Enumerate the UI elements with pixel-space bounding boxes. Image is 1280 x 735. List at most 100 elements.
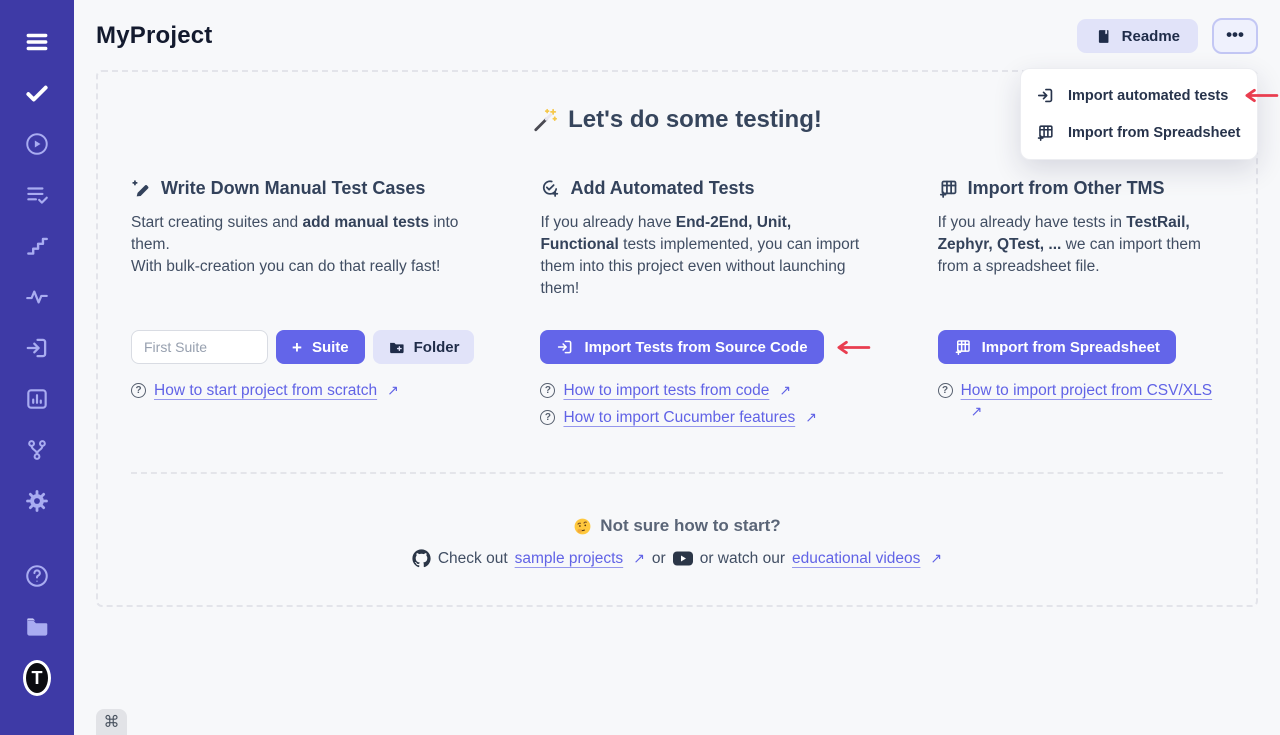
- text-run: Start creating suites and: [131, 214, 303, 231]
- folder-button-label: Folder: [413, 338, 460, 356]
- link-start-from-scratch[interactable]: How to start project from scratch ↗: [154, 380, 399, 401]
- link-educational-videos[interactable]: educational videos ↗: [792, 550, 942, 568]
- hamburger-icon: [26, 33, 48, 51]
- github-icon: [412, 549, 431, 568]
- sidebar-item-branches[interactable]: [23, 436, 51, 464]
- sidebar-item-projects[interactable]: [23, 613, 51, 641]
- logo-icon: T: [23, 660, 51, 696]
- command-shortcut-badge[interactable]: ⌘: [96, 709, 127, 735]
- dashed-divider: [131, 472, 1223, 474]
- column-title: Import from Other TMS: [967, 178, 1165, 198]
- menu-item-label: Import automated tests: [1068, 87, 1229, 104]
- howto-row: ? How to import Cucumber features ↗: [540, 407, 871, 428]
- import-icon: [1037, 88, 1053, 103]
- column-automated-tests: Add Automated Tests If you already have …: [540, 178, 871, 436]
- external-link-icon: ↗: [970, 403, 983, 419]
- not-sure-title-text: Not sure how to start?: [600, 516, 781, 535]
- onboarding-panel: Let's do some testing! Write Down Manual…: [96, 70, 1258, 607]
- gear-icon: [26, 490, 48, 512]
- pencil-sparkle-icon: [132, 180, 149, 197]
- link-import-tests-from-code[interactable]: How to import tests from code ↗: [563, 380, 791, 401]
- sidebar-item-analytics[interactable]: [23, 385, 51, 413]
- hero-title: Let's do some testing!: [131, 106, 1223, 134]
- external-link-icon: ↗: [633, 549, 645, 566]
- book-icon: [1098, 29, 1109, 43]
- suite-button-label: Suite: [311, 338, 349, 356]
- external-link-icon: ↗: [805, 409, 817, 425]
- text-run: we can import them from a spreadsheet fi…: [937, 236, 1201, 275]
- link-label: How to import tests from code: [563, 382, 770, 399]
- folder-plus-icon: [389, 342, 404, 353]
- sidebar-item-help[interactable]: [23, 562, 51, 590]
- import-spreadsheet-button[interactable]: Import from Spreadsheet: [937, 330, 1176, 364]
- howto-row: ? How to import project from CSV/XLS ↗: [937, 380, 1223, 422]
- question-circle-icon: ?: [540, 382, 556, 398]
- import-icon: [558, 340, 572, 354]
- link-sample-projects[interactable]: sample projects ↗: [515, 550, 645, 568]
- sidebar-menu-toggle[interactable]: [23, 28, 51, 56]
- topbar-actions: Readme •••: [1076, 18, 1258, 54]
- link-label: How to import Cucumber features: [563, 409, 796, 426]
- sidebar-item-runs[interactable]: [23, 130, 51, 158]
- readme-button[interactable]: Readme: [1076, 19, 1198, 53]
- sidebar-item-tests[interactable]: [23, 79, 51, 107]
- red-arrow-annotation: [837, 340, 870, 354]
- tms-links: ? How to import project from CSV/XLS ↗: [937, 380, 1223, 436]
- column-description: If you already have tests in TestRail, Z…: [938, 212, 1223, 310]
- more-actions-button[interactable]: •••: [1212, 18, 1258, 54]
- column-title: Add Automated Tests: [570, 178, 755, 198]
- spreadsheet-plus-icon: [1037, 125, 1053, 141]
- external-link-icon: ↗: [930, 549, 943, 566]
- column-heading: Add Automated Tests: [540, 178, 871, 199]
- thinking-face-icon: [574, 518, 591, 534]
- sidebar-item-steps[interactable]: [23, 232, 51, 260]
- import-spreadsheet-label: Import from Spreadsheet: [981, 338, 1160, 356]
- text-run: With bulk-creation you can do that reall…: [131, 258, 441, 275]
- question-circle-icon: ?: [937, 382, 953, 398]
- import-source-code-button[interactable]: Import Tests from Source Code: [540, 330, 824, 364]
- not-sure-heading: Not sure how to start?: [131, 516, 1223, 536]
- text-run: Check out: [437, 549, 508, 567]
- link-label: How to start project from scratch: [154, 382, 378, 399]
- circle-check-plus-icon: [543, 180, 559, 197]
- external-link-icon: ↗: [779, 382, 792, 398]
- column-description: If you already have End-2End, Unit, Func…: [540, 212, 871, 310]
- text-run: If you already have tests in: [937, 214, 1127, 231]
- spreadsheet-plus-icon: [939, 180, 956, 198]
- help-circle-icon: [26, 565, 48, 587]
- link-import-cucumber-features[interactable]: How to import Cucumber features ↗: [563, 407, 816, 428]
- sidebar-item-plans[interactable]: [23, 181, 51, 209]
- column-heading: Import from Other TMS: [938, 178, 1223, 199]
- tms-actions-row: Import from Spreadsheet: [937, 330, 1223, 364]
- automated-actions-row: Import Tests from Source Code: [540, 330, 871, 364]
- sidebar-item-settings[interactable]: [23, 487, 51, 515]
- link-import-csv-xls[interactable]: How to import project from CSV/XLS ↗: [961, 380, 1223, 422]
- logo-letter: T: [31, 667, 43, 688]
- text-run: If you already have: [540, 214, 676, 231]
- readme-label: Readme: [1121, 27, 1180, 45]
- manual-actions-row: + Suite Folder: [131, 330, 475, 364]
- question-circle-icon: ?: [131, 382, 146, 398]
- text-run: or: [651, 549, 666, 567]
- menu-item-import-from-spreadsheet[interactable]: Import from Spreadsheet: [1021, 114, 1257, 151]
- list-check-icon: [27, 187, 48, 204]
- youtube-icon: [672, 551, 693, 566]
- plus-icon: +: [292, 337, 302, 357]
- sidebar-item-import[interactable]: [23, 334, 51, 362]
- first-suite-input[interactable]: [131, 330, 268, 364]
- column-manual-tests: Write Down Manual Test Cases Start creat…: [131, 178, 475, 436]
- magic-wand-icon: [534, 108, 558, 132]
- menu-item-import-automated-tests[interactable]: Import automated tests: [1021, 77, 1279, 114]
- add-folder-button[interactable]: Folder: [372, 330, 475, 364]
- menu-item-label: Import from Spreadsheet: [1068, 124, 1241, 141]
- pulse-icon: [26, 290, 48, 304]
- sidebar-item-pulse[interactable]: [23, 283, 51, 311]
- column-description: Start creating suites and add manual tes…: [131, 212, 474, 310]
- link-label: sample projects: [514, 549, 624, 567]
- howto-row: ? How to import tests from code ↗: [540, 380, 871, 401]
- sidebar-logo[interactable]: T: [23, 660, 51, 696]
- spreadsheet-plus-icon: [955, 340, 970, 356]
- bar-chart-icon: [27, 389, 47, 409]
- add-suite-button[interactable]: + Suite: [276, 330, 365, 364]
- column-import-tms: Import from Other TMS If you already hav…: [937, 178, 1223, 436]
